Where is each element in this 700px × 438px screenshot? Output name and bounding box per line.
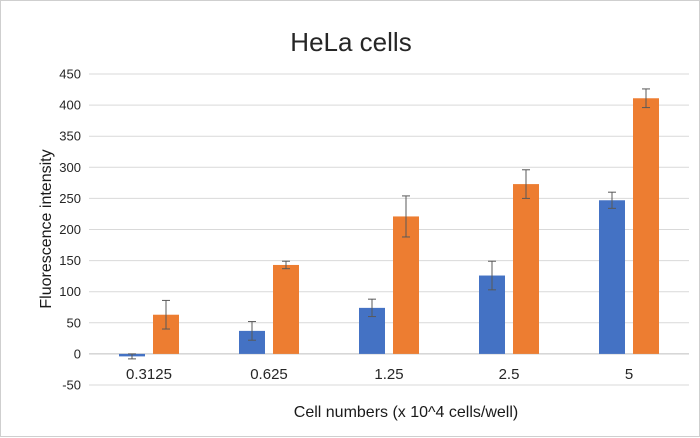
y-tick-label: 300	[59, 160, 81, 175]
y-tick-label: 450	[59, 67, 81, 82]
y-tick-label: 0	[74, 346, 81, 361]
bar-series-1	[599, 200, 625, 354]
gridlines	[89, 73, 689, 386]
y-tick-label: 250	[59, 191, 81, 206]
bar-series-2	[393, 216, 419, 354]
x-tick-label: 5	[625, 366, 633, 383]
y-axis-label: Fluorescence intensity	[38, 149, 55, 308]
y-tick-label: 150	[59, 253, 81, 268]
y-tick-label: 50	[67, 315, 81, 330]
bar-series-2	[513, 184, 539, 354]
chart-title: HeLa cells	[290, 27, 411, 57]
bars	[119, 88, 659, 360]
x-axis-label: Cell numbers (x 10^4 cells/well)	[294, 404, 518, 421]
y-tick-label: 100	[59, 284, 81, 299]
x-axis-categories: 0.3125 0.625 1.25 2.5 5	[126, 366, 633, 383]
bar-series-1	[239, 330, 265, 354]
y-tick-label: 400	[59, 98, 81, 113]
x-tick-label: 0.625	[250, 366, 288, 383]
y-tick-label: -50	[62, 378, 81, 393]
x-tick-label: 0.3125	[126, 366, 172, 383]
y-tick-label: 200	[59, 222, 81, 237]
bar-series-2	[273, 264, 299, 354]
bar-series-2	[633, 98, 659, 354]
x-tick-label: 1.25	[374, 366, 403, 383]
x-tick-label: 2.5	[499, 366, 520, 383]
y-tick-label: 350	[59, 129, 81, 144]
y-axis-ticks: -50 0 50 100 150 200 250 300 350 400 450	[59, 67, 81, 393]
